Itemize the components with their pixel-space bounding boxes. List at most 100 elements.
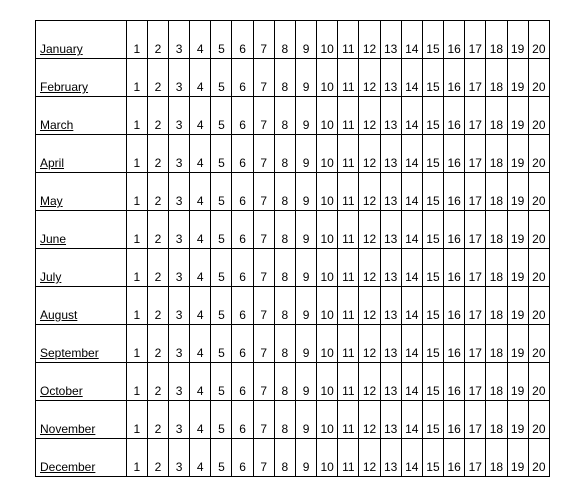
day-cell: 9 bbox=[295, 21, 316, 59]
day-cell: 7 bbox=[253, 97, 274, 135]
day-cell: 10 bbox=[317, 401, 338, 439]
day-cell: 8 bbox=[274, 325, 295, 363]
day-cell: 16 bbox=[444, 135, 465, 173]
day-cell: 7 bbox=[253, 211, 274, 249]
day-cell: 7 bbox=[253, 287, 274, 325]
day-cell: 13 bbox=[380, 363, 401, 401]
day-cell: 15 bbox=[422, 21, 443, 59]
day-cell: 2 bbox=[147, 173, 168, 211]
day-cell: 1 bbox=[126, 135, 147, 173]
day-cell: 17 bbox=[465, 59, 486, 97]
day-cell: 4 bbox=[190, 97, 211, 135]
day-cell: 17 bbox=[465, 21, 486, 59]
day-cell: 10 bbox=[317, 59, 338, 97]
day-cell: 11 bbox=[338, 287, 359, 325]
day-cell: 14 bbox=[401, 287, 422, 325]
day-cell: 5 bbox=[211, 287, 232, 325]
day-cell: 17 bbox=[465, 97, 486, 135]
table-row: July1234567891011121314151617181920 bbox=[36, 249, 550, 287]
day-cell: 17 bbox=[465, 439, 486, 477]
month-cell: December bbox=[36, 439, 127, 477]
day-cell: 6 bbox=[232, 97, 253, 135]
day-cell: 7 bbox=[253, 439, 274, 477]
day-cell: 13 bbox=[380, 135, 401, 173]
day-cell: 18 bbox=[486, 249, 507, 287]
day-cell: 16 bbox=[444, 249, 465, 287]
day-cell: 10 bbox=[317, 135, 338, 173]
day-cell: 16 bbox=[444, 325, 465, 363]
day-cell: 7 bbox=[253, 173, 274, 211]
day-cell: 13 bbox=[380, 211, 401, 249]
day-cell: 16 bbox=[444, 97, 465, 135]
day-cell: 1 bbox=[126, 401, 147, 439]
day-cell: 17 bbox=[465, 249, 486, 287]
day-cell: 8 bbox=[274, 135, 295, 173]
day-cell: 11 bbox=[338, 59, 359, 97]
day-cell: 11 bbox=[338, 173, 359, 211]
day-cell: 14 bbox=[401, 21, 422, 59]
day-cell: 4 bbox=[190, 439, 211, 477]
day-cell: 19 bbox=[507, 249, 528, 287]
day-cell: 19 bbox=[507, 21, 528, 59]
day-cell: 12 bbox=[359, 401, 380, 439]
day-cell: 11 bbox=[338, 439, 359, 477]
day-cell: 3 bbox=[169, 325, 190, 363]
day-cell: 3 bbox=[169, 173, 190, 211]
day-cell: 18 bbox=[486, 21, 507, 59]
day-cell: 6 bbox=[232, 173, 253, 211]
day-cell: 11 bbox=[338, 325, 359, 363]
day-cell: 12 bbox=[359, 287, 380, 325]
day-cell: 18 bbox=[486, 173, 507, 211]
day-cell: 3 bbox=[169, 97, 190, 135]
day-cell: 5 bbox=[211, 363, 232, 401]
month-cell: November bbox=[36, 401, 127, 439]
day-cell: 12 bbox=[359, 439, 380, 477]
day-cell: 3 bbox=[169, 401, 190, 439]
day-cell: 14 bbox=[401, 59, 422, 97]
day-cell: 20 bbox=[528, 97, 549, 135]
day-cell: 15 bbox=[422, 173, 443, 211]
day-cell: 6 bbox=[232, 287, 253, 325]
day-cell: 10 bbox=[317, 211, 338, 249]
day-cell: 1 bbox=[126, 59, 147, 97]
day-cell: 9 bbox=[295, 363, 316, 401]
month-cell: June bbox=[36, 211, 127, 249]
day-cell: 7 bbox=[253, 325, 274, 363]
day-cell: 19 bbox=[507, 439, 528, 477]
day-cell: 8 bbox=[274, 401, 295, 439]
table-row: March1234567891011121314151617181920 bbox=[36, 97, 550, 135]
day-cell: 6 bbox=[232, 325, 253, 363]
day-cell: 8 bbox=[274, 249, 295, 287]
day-cell: 13 bbox=[380, 325, 401, 363]
day-cell: 4 bbox=[190, 173, 211, 211]
day-cell: 1 bbox=[126, 211, 147, 249]
day-cell: 2 bbox=[147, 59, 168, 97]
day-cell: 6 bbox=[232, 59, 253, 97]
day-cell: 10 bbox=[317, 439, 338, 477]
day-cell: 15 bbox=[422, 59, 443, 97]
day-cell: 4 bbox=[190, 21, 211, 59]
table-row: April1234567891011121314151617181920 bbox=[36, 135, 550, 173]
day-cell: 8 bbox=[274, 97, 295, 135]
day-cell: 4 bbox=[190, 363, 211, 401]
day-cell: 14 bbox=[401, 439, 422, 477]
day-cell: 12 bbox=[359, 135, 380, 173]
day-cell: 13 bbox=[380, 249, 401, 287]
day-cell: 18 bbox=[486, 363, 507, 401]
day-cell: 2 bbox=[147, 135, 168, 173]
day-cell: 16 bbox=[444, 401, 465, 439]
day-cell: 12 bbox=[359, 21, 380, 59]
day-cell: 13 bbox=[380, 21, 401, 59]
table-row: January1234567891011121314151617181920 bbox=[36, 21, 550, 59]
day-cell: 8 bbox=[274, 59, 295, 97]
day-cell: 11 bbox=[338, 21, 359, 59]
table-row: February1234567891011121314151617181920 bbox=[36, 59, 550, 97]
day-cell: 1 bbox=[126, 325, 147, 363]
day-cell: 9 bbox=[295, 173, 316, 211]
day-cell: 19 bbox=[507, 97, 528, 135]
day-cell: 19 bbox=[507, 59, 528, 97]
month-cell: February bbox=[36, 59, 127, 97]
day-cell: 16 bbox=[444, 287, 465, 325]
day-cell: 13 bbox=[380, 97, 401, 135]
day-cell: 11 bbox=[338, 135, 359, 173]
